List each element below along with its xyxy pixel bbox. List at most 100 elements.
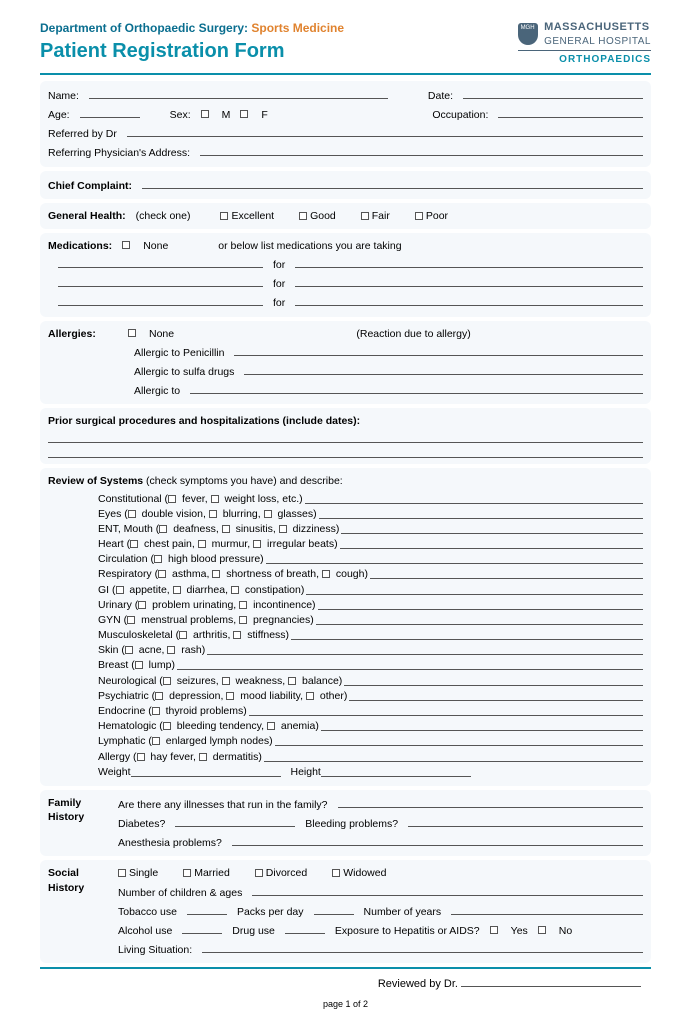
- ros-1-field[interactable]: [319, 507, 643, 519]
- ros-3-1-checkbox[interactable]: [198, 540, 206, 548]
- living-field[interactable]: [202, 941, 643, 953]
- ros-4-0-checkbox[interactable]: [154, 555, 162, 563]
- anesthesia-field[interactable]: [232, 834, 643, 846]
- height-field[interactable]: [321, 765, 471, 777]
- ros-5-2-checkbox[interactable]: [322, 570, 330, 578]
- ros-9-1-checkbox[interactable]: [233, 631, 241, 639]
- ros-6-2-checkbox[interactable]: [231, 586, 239, 594]
- ros-7-field[interactable]: [318, 598, 643, 610]
- ros-14-0-checkbox[interactable]: [152, 707, 160, 715]
- family-illness-field[interactable]: [338, 796, 643, 808]
- med3[interactable]: [58, 294, 263, 306]
- bleeding-field[interactable]: [408, 815, 643, 827]
- ros-8-1-checkbox[interactable]: [239, 616, 247, 624]
- ros-9-field[interactable]: [291, 628, 643, 640]
- ros-0-field[interactable]: [305, 492, 643, 504]
- ros-16-field[interactable]: [275, 734, 643, 746]
- ros-11-field[interactable]: [177, 658, 643, 670]
- allergy-none-checkbox[interactable]: [128, 329, 136, 337]
- ros-15-0-checkbox[interactable]: [163, 722, 171, 730]
- ros-16-0-checkbox[interactable]: [152, 737, 160, 745]
- med1[interactable]: [58, 256, 263, 268]
- ros-0-1-checkbox[interactable]: [211, 495, 219, 503]
- ros-13-field[interactable]: [349, 689, 643, 701]
- ros-3-2-checkbox[interactable]: [253, 540, 261, 548]
- chief-field[interactable]: [142, 177, 643, 189]
- ros-15-1-checkbox[interactable]: [267, 722, 275, 730]
- ros-2-field[interactable]: [341, 522, 643, 534]
- ros-7-1-checkbox[interactable]: [239, 601, 247, 609]
- years-field[interactable]: [451, 903, 643, 915]
- ros-12-field[interactable]: [344, 674, 643, 686]
- ros-17-1-checkbox[interactable]: [199, 753, 207, 761]
- occupation-field[interactable]: [498, 106, 643, 118]
- ros-13-1-checkbox[interactable]: [226, 692, 234, 700]
- ros-10-1-checkbox[interactable]: [167, 646, 175, 654]
- marital-3-checkbox[interactable]: [332, 869, 340, 877]
- med2[interactable]: [58, 275, 263, 287]
- hep-yes-checkbox[interactable]: [490, 926, 498, 934]
- sex-m-checkbox[interactable]: [201, 110, 209, 118]
- tobacco-field[interactable]: [187, 903, 227, 915]
- ros-4-field[interactable]: [266, 552, 643, 564]
- weight-field[interactable]: [131, 765, 281, 777]
- prior-field-2[interactable]: [48, 446, 643, 458]
- ros-17-0-checkbox[interactable]: [137, 753, 145, 761]
- refaddr-field[interactable]: [200, 144, 643, 156]
- ros-2-1-checkbox[interactable]: [222, 525, 230, 533]
- allergy-pen-field[interactable]: [234, 344, 643, 356]
- ros-13-2-checkbox[interactable]: [306, 692, 314, 700]
- ros-14-field[interactable]: [249, 704, 643, 716]
- sex-f-checkbox[interactable]: [240, 110, 248, 118]
- ros-3-0-checkbox[interactable]: [130, 540, 138, 548]
- diabetes-field[interactable]: [175, 815, 295, 827]
- ros-13-0-checkbox[interactable]: [155, 692, 163, 700]
- ros-3-field[interactable]: [340, 537, 643, 549]
- ros-8-field[interactable]: [316, 613, 643, 625]
- packs-field[interactable]: [314, 903, 354, 915]
- ros-12-1-checkbox[interactable]: [222, 677, 230, 685]
- ros-17-field[interactable]: [264, 750, 643, 762]
- health-opt-3-checkbox[interactable]: [415, 212, 423, 220]
- prior-field-1[interactable]: [48, 431, 643, 443]
- med1-for[interactable]: [295, 256, 643, 268]
- ros-0-0-checkbox[interactable]: [168, 495, 176, 503]
- ros-11-0-checkbox[interactable]: [135, 661, 143, 669]
- ros-10-0-checkbox[interactable]: [125, 646, 133, 654]
- allergy-sulfa-field[interactable]: [244, 363, 643, 375]
- ros-5-field[interactable]: [370, 567, 643, 579]
- ros-8-0-checkbox[interactable]: [127, 616, 135, 624]
- ros-2-0-checkbox[interactable]: [159, 525, 167, 533]
- ros-12-2-checkbox[interactable]: [288, 677, 296, 685]
- name-field[interactable]: [89, 87, 388, 99]
- health-opt-2-checkbox[interactable]: [361, 212, 369, 220]
- ros-10-field[interactable]: [207, 643, 643, 655]
- ros-2-2-checkbox[interactable]: [279, 525, 287, 533]
- meds-none-checkbox[interactable]: [122, 241, 130, 249]
- ros-6-1-checkbox[interactable]: [173, 586, 181, 594]
- refby-field[interactable]: [127, 125, 643, 137]
- marital-2-checkbox[interactable]: [255, 869, 263, 877]
- ros-9-0-checkbox[interactable]: [179, 631, 187, 639]
- alcohol-field[interactable]: [182, 922, 222, 934]
- date-field[interactable]: [463, 87, 643, 99]
- ros-1-1-checkbox[interactable]: [209, 510, 217, 518]
- hep-no-checkbox[interactable]: [538, 926, 546, 934]
- med3-for[interactable]: [295, 294, 643, 306]
- age-field[interactable]: [80, 106, 140, 118]
- health-opt-0-checkbox[interactable]: [220, 212, 228, 220]
- health-opt-1-checkbox[interactable]: [299, 212, 307, 220]
- ros-7-0-checkbox[interactable]: [138, 601, 146, 609]
- ros-1-0-checkbox[interactable]: [128, 510, 136, 518]
- ros-5-0-checkbox[interactable]: [158, 570, 166, 578]
- children-field[interactable]: [252, 884, 643, 896]
- ros-1-2-checkbox[interactable]: [264, 510, 272, 518]
- allergy-other-field[interactable]: [190, 382, 643, 394]
- ros-6-0-checkbox[interactable]: [116, 586, 124, 594]
- ros-6-field[interactable]: [306, 583, 643, 595]
- marital-1-checkbox[interactable]: [183, 869, 191, 877]
- drug-field[interactable]: [285, 922, 325, 934]
- reviewed-field[interactable]: [461, 975, 641, 987]
- marital-0-checkbox[interactable]: [118, 869, 126, 877]
- ros-15-field[interactable]: [321, 719, 643, 731]
